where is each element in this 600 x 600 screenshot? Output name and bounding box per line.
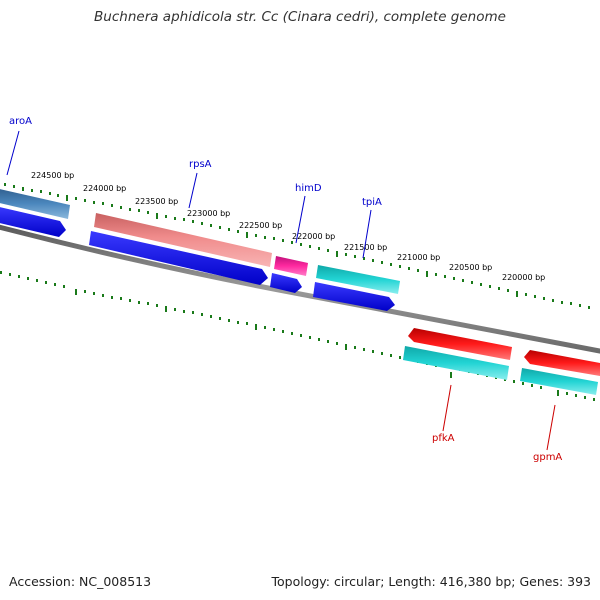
rrna-feature-arrow[interactable] bbox=[94, 213, 272, 267]
callout-line-rpsA bbox=[188, 172, 198, 209]
misc-feature-arrow[interactable] bbox=[274, 256, 308, 276]
gene-label-pfkA[interactable]: pfkA bbox=[432, 433, 455, 444]
scale-label: 221500 bp bbox=[344, 243, 387, 252]
gene-arrow-rpsA[interactable] bbox=[89, 231, 268, 285]
scale-label: 222000 bp bbox=[292, 232, 335, 241]
cyan-feature-arrow[interactable] bbox=[520, 368, 598, 395]
scale-label: 223500 bp bbox=[135, 197, 178, 206]
scale-label: 220000 bp bbox=[502, 273, 545, 282]
gene-arrow-himD[interactable] bbox=[270, 273, 302, 293]
gene-arrow-tpiA[interactable] bbox=[313, 282, 395, 311]
gene-label-gpmA[interactable]: gpmA bbox=[533, 452, 562, 463]
scale-label: 224500 bp bbox=[31, 171, 74, 180]
gene-arrow-gpmA[interactable] bbox=[524, 350, 600, 376]
genome-backbone bbox=[0, 224, 600, 354]
callout-line-himD bbox=[295, 195, 306, 244]
map-title: Buchnera aphidicola str. Cc (Cinara cedr… bbox=[94, 9, 506, 25]
callout-line-pfkA bbox=[442, 384, 452, 432]
outer-tick-row bbox=[4, 183, 590, 309]
scale-label: 221000 bp bbox=[397, 253, 440, 262]
scale-label: 220500 bp bbox=[449, 263, 492, 272]
callout-line-tpiA bbox=[362, 209, 372, 259]
gene-label-himD[interactable]: himD bbox=[295, 183, 322, 194]
gene-label-tpiA[interactable]: tpiA bbox=[362, 197, 382, 208]
scale-label: 223000 bp bbox=[187, 209, 230, 218]
genome-stats-label: Topology: circular; Length: 416,380 bp; … bbox=[271, 574, 592, 589]
scale-label: 224000 bp bbox=[83, 184, 126, 193]
gene-label-aroA[interactable]: aroA bbox=[9, 116, 32, 127]
gene-label-rpsA[interactable]: rpsA bbox=[189, 159, 212, 170]
trna-feature-arrow[interactable] bbox=[0, 188, 70, 219]
callout-line-gpmA bbox=[546, 404, 556, 451]
gene-arrow-aroA[interactable] bbox=[0, 206, 66, 237]
accession-label: Accession: NC_008513 bbox=[9, 574, 152, 589]
gene-arrow-pfkA[interactable] bbox=[408, 328, 512, 360]
cyan-feature-arrow[interactable] bbox=[316, 265, 400, 294]
scale-label: 222500 bp bbox=[239, 221, 282, 230]
cyan-feature-arrow[interactable] bbox=[403, 346, 509, 380]
callout-line-aroA bbox=[6, 130, 20, 176]
